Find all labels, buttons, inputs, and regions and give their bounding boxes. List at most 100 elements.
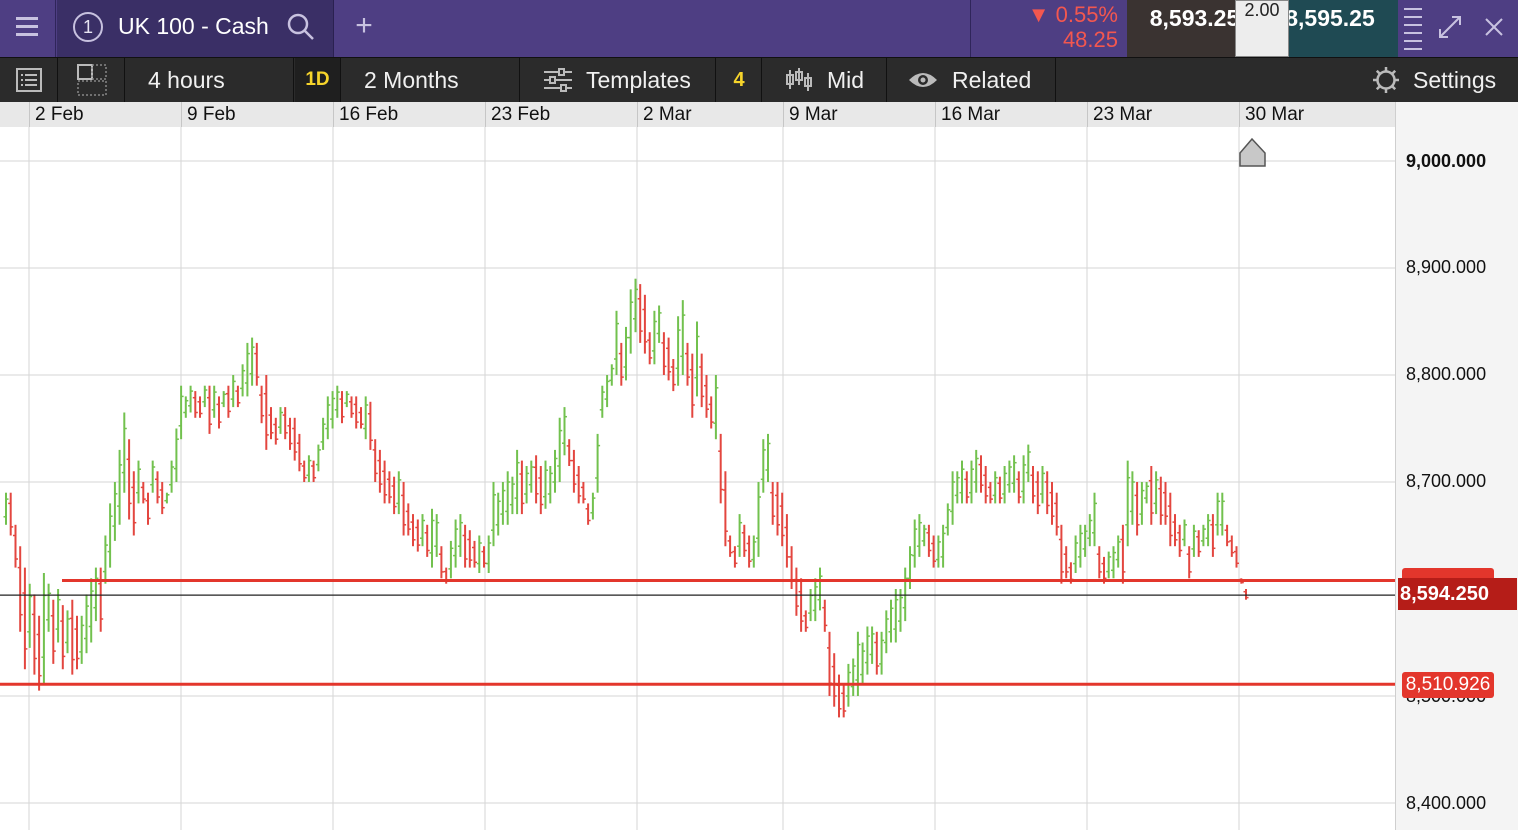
price-label: 8,900.000 [1406, 257, 1487, 277]
ohlc-bar [1082, 524, 1088, 557]
ohlc-bar [1016, 471, 1022, 504]
related-label: Related [952, 67, 1032, 93]
ohlc-bar [689, 353, 695, 418]
ohlc-bar [405, 503, 411, 536]
layout-button[interactable] [59, 58, 125, 102]
ohlc-bar [126, 439, 132, 520]
ohlc-bar [746, 535, 752, 568]
ohlc-bar [173, 428, 179, 482]
chart-toolbar: 4 hours 1D 2 Months Templates 4 Mid Rela… [0, 57, 1518, 102]
templates-label: Templates [586, 67, 691, 93]
ohlc-bar [145, 492, 151, 525]
ohlc-bar [576, 466, 582, 504]
ohlc-bar [1073, 535, 1079, 573]
ohlc-bar [670, 359, 676, 392]
ohlc-bar [221, 391, 227, 408]
ohlc-bar [46, 583, 52, 632]
expand-icon[interactable] [1430, 0, 1470, 57]
templates-count-badge[interactable]: 4 [717, 58, 762, 102]
ohlc-bar [571, 449, 577, 493]
time-label: 30 Mar [1239, 102, 1304, 127]
drag-handle-icon[interactable] [1398, 0, 1428, 57]
related-button[interactable]: Related [888, 58, 1056, 102]
ohlc-bar [685, 342, 690, 386]
ohlc-bar [50, 599, 56, 664]
ohlc-bar [552, 449, 558, 493]
ohlc-bar [481, 546, 487, 568]
ohlc-bar [1054, 492, 1060, 536]
ohlc-bar [74, 615, 80, 670]
ohlc-bar [926, 524, 932, 557]
ohlc-bar [183, 396, 189, 418]
price-chart[interactable] [0, 127, 1395, 830]
ohlc-bar [117, 449, 123, 525]
ohlc-bar [1177, 524, 1183, 557]
ohlc-bar [973, 449, 979, 493]
ohlc-bar [244, 342, 250, 397]
ohlc-bar [429, 508, 435, 568]
ohlc-bar [661, 332, 667, 375]
horizontal-levels[interactable] [0, 578, 1395, 686]
search-icon[interactable] [285, 11, 317, 48]
ohlc-bar [1006, 460, 1012, 493]
ohlc-bar [519, 460, 525, 515]
ohlc-bar [486, 535, 492, 573]
ohlc-bar [8, 492, 14, 536]
ohlc-bar [1125, 460, 1131, 547]
instrument-tab[interactable]: 1 UK 100 - Cash [57, 0, 334, 57]
ohlc-bar [202, 385, 208, 408]
ohlc-bar [656, 305, 662, 343]
ohlc-bar [1186, 546, 1192, 579]
time-label: 16 Mar [935, 102, 1000, 127]
level-price-tag[interactable]: 8,510.926 [1402, 672, 1494, 698]
ohlc-bar [751, 535, 757, 568]
ohlc-bar [1191, 524, 1197, 557]
time-label: 9 Feb [181, 102, 236, 127]
ohlc-bar [36, 615, 42, 691]
ohlc-bar [93, 567, 99, 622]
ohlc-bar [424, 524, 430, 557]
ohlc-bar [391, 476, 397, 515]
price-type-button[interactable]: Mid [763, 58, 887, 102]
ohlc-bar [940, 524, 946, 568]
list-view-button[interactable] [0, 58, 58, 102]
ohlc-bar [883, 610, 889, 654]
ohlc-bar [978, 455, 984, 493]
price-type-label: Mid [827, 67, 865, 93]
ohlc-bar [547, 466, 553, 504]
current-period-marker-icon[interactable] [1239, 137, 1266, 167]
ohlc-bar [169, 460, 175, 493]
ohlc-bar [945, 503, 951, 536]
ohlc-bar [931, 535, 937, 568]
range-dropdown[interactable]: 2 Months [342, 58, 520, 102]
ohlc-bar [84, 594, 89, 654]
templates-button[interactable]: Templates [521, 58, 716, 102]
interval-dropdown[interactable]: 4 hours [126, 58, 294, 102]
ohlc-bar [902, 567, 908, 622]
ohlc-bar [633, 278, 638, 333]
interval-1d-button[interactable]: 1D [295, 58, 341, 102]
add-tab-button[interactable]: + [355, 9, 373, 42]
current-price-tag: 8,594.250 [1398, 578, 1517, 610]
ohlc-bar [136, 460, 141, 504]
price-change: ▼ 0.55% 48.25 [972, 0, 1126, 57]
ohlc-bar [964, 471, 970, 504]
ohlc-bar [997, 476, 1003, 504]
settings-label: Settings [1413, 67, 1497, 93]
ohlc-bar [841, 685, 847, 718]
settings-button[interactable]: Settings [1360, 58, 1518, 102]
time-label: 23 Mar [1087, 102, 1152, 127]
close-icon[interactable] [1472, 0, 1516, 57]
ohlc-bar [13, 524, 18, 568]
ohlc-bar [722, 471, 728, 547]
ohlc-bar [1219, 492, 1225, 536]
ohlc-bar [410, 514, 416, 547]
ohlc-bar [27, 583, 33, 648]
ohlc-bar [438, 546, 444, 579]
time-label: 2 Feb [29, 102, 84, 127]
ohlc-bar [1077, 524, 1083, 568]
ohlc-bar [756, 482, 761, 557]
menu-button[interactable] [0, 0, 56, 57]
ohlc-bar [524, 466, 530, 504]
ohlc-bar [88, 578, 94, 643]
